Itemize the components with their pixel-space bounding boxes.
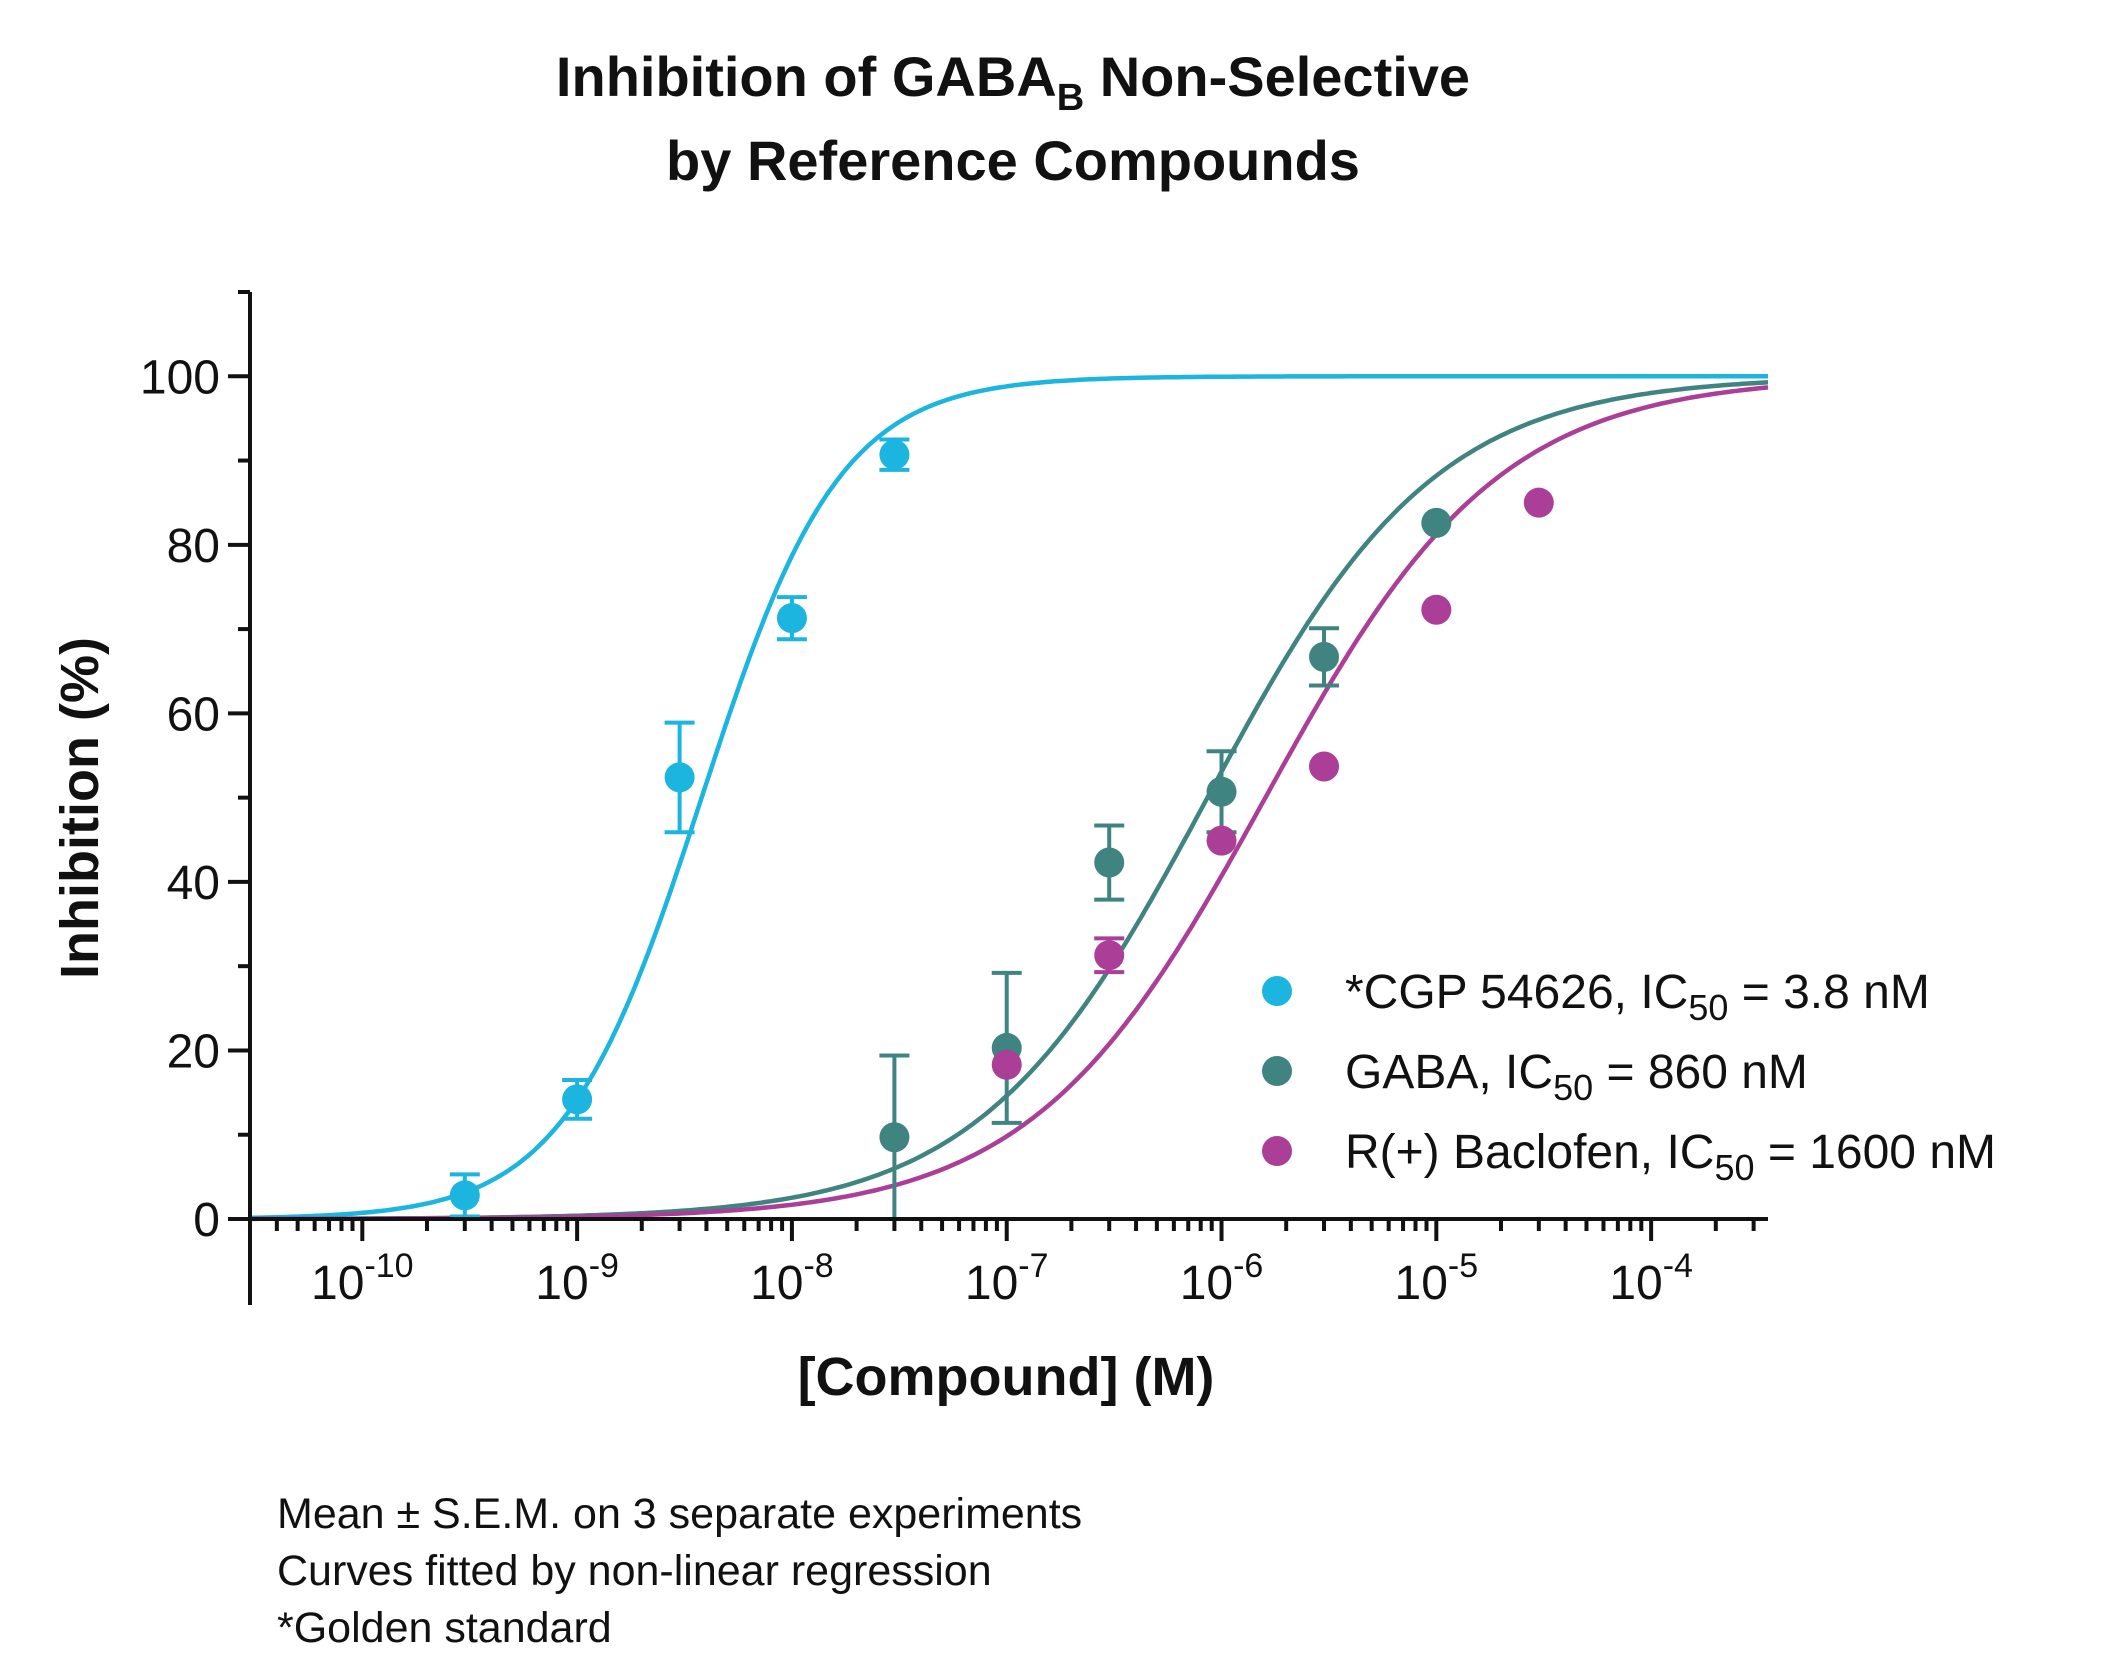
- data-point: [562, 1084, 593, 1115]
- fit-curve: [249, 374, 1768, 1221]
- data-point: [879, 1122, 910, 1153]
- legend-item: R(+) Baclofen, IC50 = 1600 nM: [1262, 1126, 1996, 1188]
- footnotes: Mean ± S.E.M. on 3 separate experiments …: [277, 1490, 1082, 1652]
- legend-label: GABA, IC50 = 860 nM: [1345, 1046, 1808, 1108]
- y-tick-label: 40: [167, 857, 220, 910]
- legend: *CGP 54626, IC50 = 3.8 nM GABA, IC50 = 86…: [1262, 966, 1996, 1188]
- y-tick-label: 80: [167, 520, 220, 573]
- data-points: [449, 439, 1554, 1211]
- y-ticks: 0 20 40 60 80 100: [140, 290, 250, 1247]
- data-point: [1309, 751, 1340, 782]
- data-point: [1421, 594, 1452, 625]
- legend-label: *CGP 54626, IC50 = 3.8 nM: [1345, 966, 1930, 1028]
- title-line1-prefix: Inhibition of GABA: [556, 45, 1057, 108]
- data-point: [1421, 507, 1452, 538]
- data-point: [664, 762, 695, 793]
- data-point: [1094, 940, 1125, 971]
- legend-item: *CGP 54626, IC50 = 3.8 nM: [1262, 966, 1930, 1028]
- data-point: [776, 603, 807, 634]
- data-point: [449, 1180, 480, 1211]
- note-line-2: Curves fitted by non-linear regression: [277, 1547, 992, 1595]
- data-point: [1094, 847, 1125, 878]
- x-tick-label: 10-4: [1609, 1247, 1693, 1310]
- data-point: [1523, 487, 1554, 518]
- title-line1-suffix: Non-Selective: [1084, 45, 1470, 108]
- legend-marker: [1262, 1136, 1292, 1166]
- x-axis-label: [Compound] (M): [798, 1347, 1215, 1407]
- x-tick-label: 10-10: [311, 1247, 414, 1310]
- y-axis-label: Inhibition (%): [50, 637, 110, 979]
- data-point: [879, 439, 910, 470]
- svg-text:Inhibition of GABAB Non-Select: Inhibition of GABAB Non-Selective: [556, 45, 1470, 119]
- legend-item: GABA, IC50 = 860 nM: [1262, 1046, 1808, 1108]
- title-line2: by Reference Compounds: [666, 129, 1360, 192]
- title-subscript: B: [1057, 77, 1084, 119]
- note-line-1: Mean ± S.E.M. on 3 separate experiments: [277, 1490, 1082, 1538]
- x-tick-label: 10-7: [965, 1247, 1049, 1310]
- data-point: [1206, 825, 1237, 856]
- data-point: [1206, 776, 1237, 807]
- x-tick-label: 10-5: [1395, 1247, 1479, 1310]
- note-line-3: *Golden standard: [277, 1604, 612, 1652]
- legend-marker: [1262, 976, 1292, 1006]
- y-tick-label: 20: [167, 1025, 220, 1078]
- x-tick-label: 10-6: [1180, 1247, 1264, 1310]
- legend-marker: [1262, 1056, 1292, 1086]
- y-tick-label: 60: [167, 688, 220, 741]
- x-tick-label: 10-9: [535, 1247, 619, 1310]
- x-tick-label: 10-8: [750, 1247, 834, 1310]
- chart-title: Inhibition of GABAB Non-Selective by Ref…: [556, 45, 1470, 192]
- legend-label: R(+) Baclofen, IC50 = 1600 nM: [1345, 1126, 1996, 1188]
- data-point: [991, 1049, 1022, 1080]
- y-tick-label: 100: [140, 351, 220, 404]
- data-point: [1309, 641, 1340, 672]
- x-ticks: 10-10 10-9 10-8 10-7 10-6 10-5 10-4: [248, 1219, 1756, 1310]
- y-tick-label: 0: [193, 1194, 220, 1247]
